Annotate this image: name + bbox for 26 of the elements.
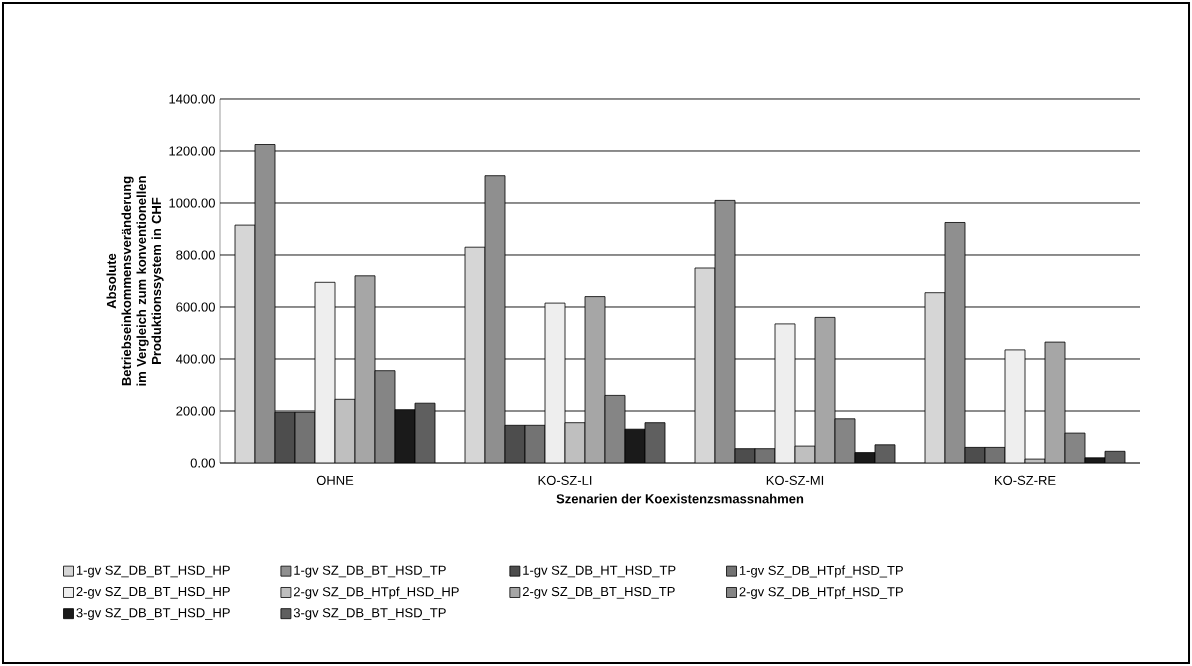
y-tick-label: 1400.00 — [169, 94, 215, 104]
bar — [254, 144, 276, 463]
y-tick-label: 800.00 — [176, 250, 215, 260]
legend-label: 3-gv SZ_DB_BT_HSD_TP — [293, 608, 446, 620]
legend-label: 2-gv SZ_DB_HTpf_HSD_HP — [293, 586, 459, 599]
legend-label: 3-gv SZ_DB_BT_HSD_HP — [76, 608, 230, 620]
x-tick-label: KO-SZ-MI — [766, 475, 824, 485]
legend-label: 2-gv SZ_DB_BT_HSD_HP — [76, 586, 230, 599]
legend-label: 2-gv SZ_DB_BT_HSD_TP — [522, 586, 675, 599]
bar — [484, 175, 506, 463]
y-tick-label: 600.00 — [176, 302, 215, 312]
y-tick-label: 200.00 — [176, 406, 215, 416]
y-tick-label: 400.00 — [176, 354, 215, 364]
y-axis-title: Absolute Betriebseinkommensveränderung im Vergleich zum konventionellen Produktionssystem in CHF — [106, 176, 164, 386]
legend-label: 1-gv SZ_DB_BT_HSD_HP — [76, 565, 230, 578]
x-axis-title: Szenarien der Koexistenzsmassnahmen — [556, 493, 804, 504]
y-tick-label: 1200.00 — [169, 146, 215, 156]
y-tick-label: 0.00 — [190, 458, 215, 468]
legend-label: 2-gv SZ_DB_HTpf_HSD_TP — [739, 586, 903, 599]
legend-label: 1-gv SZ_DB_BT_HSD_TP — [294, 565, 446, 578]
x-tick-label: OHNE — [316, 475, 354, 485]
x-tick-label: KO-SZ-LI — [538, 475, 592, 485]
x-tick-label: KO-SZ-RE — [995, 475, 1056, 485]
legend-label: 1-gv SZ_DB_HTpf_HSD_TP — [739, 565, 903, 578]
legend-label: 1-gv SZ_DB_HT_HSD_TP — [523, 565, 676, 578]
y-tick-label: 1000.00 — [169, 198, 215, 208]
